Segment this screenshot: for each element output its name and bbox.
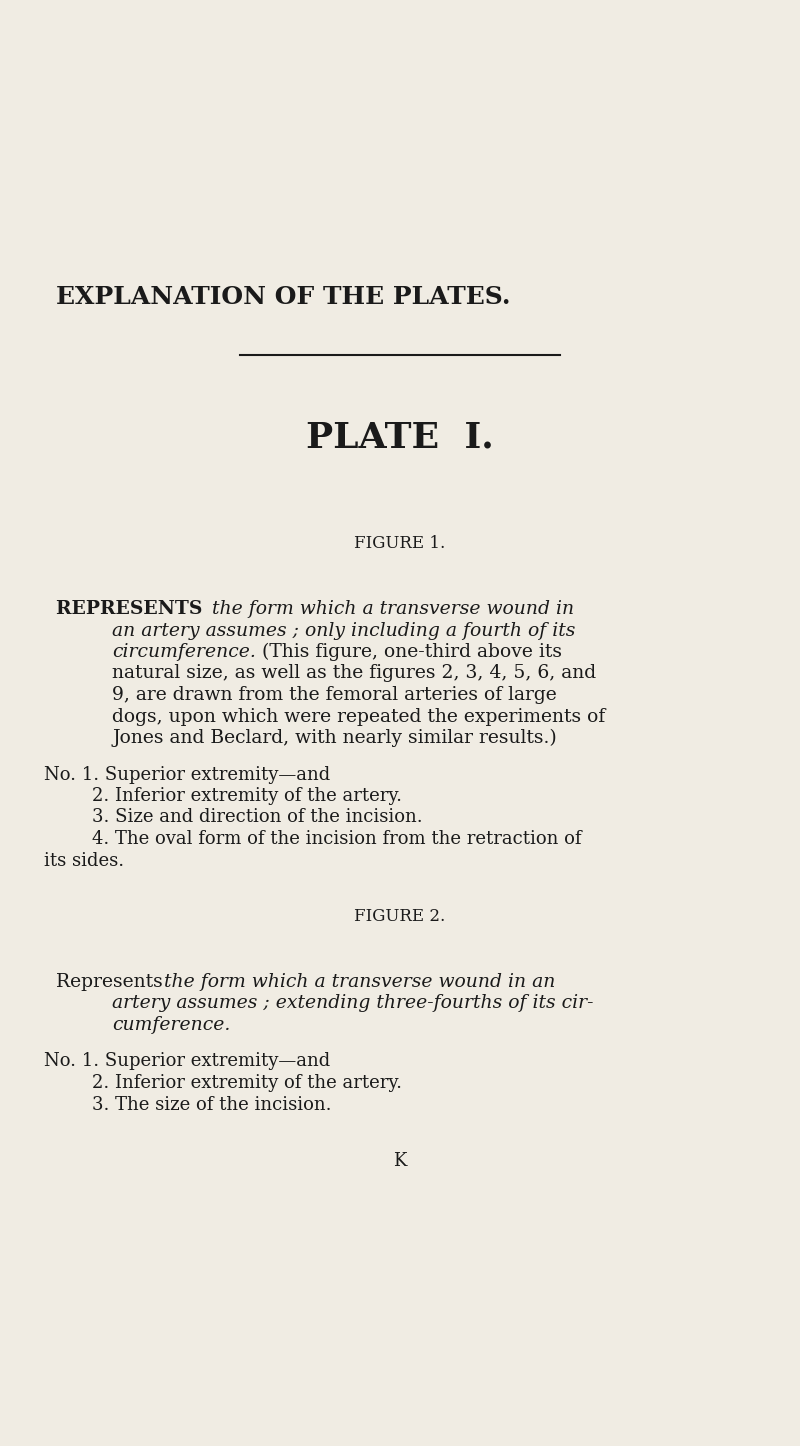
Text: dogs, upon which were repeated the experiments of: dogs, upon which were repeated the exper… <box>112 707 606 726</box>
Text: EXPLANATION OF THE PLATES.: EXPLANATION OF THE PLATES. <box>56 285 510 309</box>
Text: the form which a transverse wound in: the form which a transverse wound in <box>212 600 574 617</box>
Text: 9, are drawn from the femoral arteries of large: 9, are drawn from the femoral arteries o… <box>112 685 557 704</box>
Text: Jones and Beclard, with nearly similar results.): Jones and Beclard, with nearly similar r… <box>112 729 557 748</box>
Text: Represents: Represents <box>56 973 169 991</box>
Text: natural size, as well as the figures 2, 3, 4, 5, 6, and: natural size, as well as the figures 2, … <box>112 665 596 683</box>
Text: 4. The oval form of the incision from the retraction of: 4. The oval form of the incision from th… <box>92 830 582 847</box>
Text: circumference.: circumference. <box>112 643 256 661</box>
Text: 3. The size of the incision.: 3. The size of the incision. <box>92 1096 331 1113</box>
Text: No. 1. Superior extremity—and: No. 1. Superior extremity—and <box>44 1053 330 1070</box>
Text: 3. Size and direction of the incision.: 3. Size and direction of the incision. <box>92 808 422 827</box>
Text: (This figure, one-third above its: (This figure, one-third above its <box>250 643 562 661</box>
Text: 2. Inferior extremity of the artery.: 2. Inferior extremity of the artery. <box>92 1074 402 1092</box>
Text: PLATE  I.: PLATE I. <box>306 419 494 454</box>
Text: FIGURE 1.: FIGURE 1. <box>354 535 446 552</box>
Text: artery assumes ; extending three-fourths of its cir-: artery assumes ; extending three-fourths… <box>112 995 594 1012</box>
Text: the form which a transverse wound in an: the form which a transverse wound in an <box>164 973 555 991</box>
Text: No. 1. Superior extremity—and: No. 1. Superior extremity—and <box>44 765 330 784</box>
Text: FIGURE 2.: FIGURE 2. <box>354 908 446 925</box>
Text: cumference.: cumference. <box>112 1017 230 1034</box>
Text: REPRESENTS: REPRESENTS <box>56 600 209 617</box>
Text: its sides.: its sides. <box>44 852 124 869</box>
Text: an artery assumes ; only including a fourth of its: an artery assumes ; only including a fou… <box>112 622 575 639</box>
Text: K: K <box>394 1152 406 1170</box>
Text: 2. Inferior extremity of the artery.: 2. Inferior extremity of the artery. <box>92 787 402 805</box>
